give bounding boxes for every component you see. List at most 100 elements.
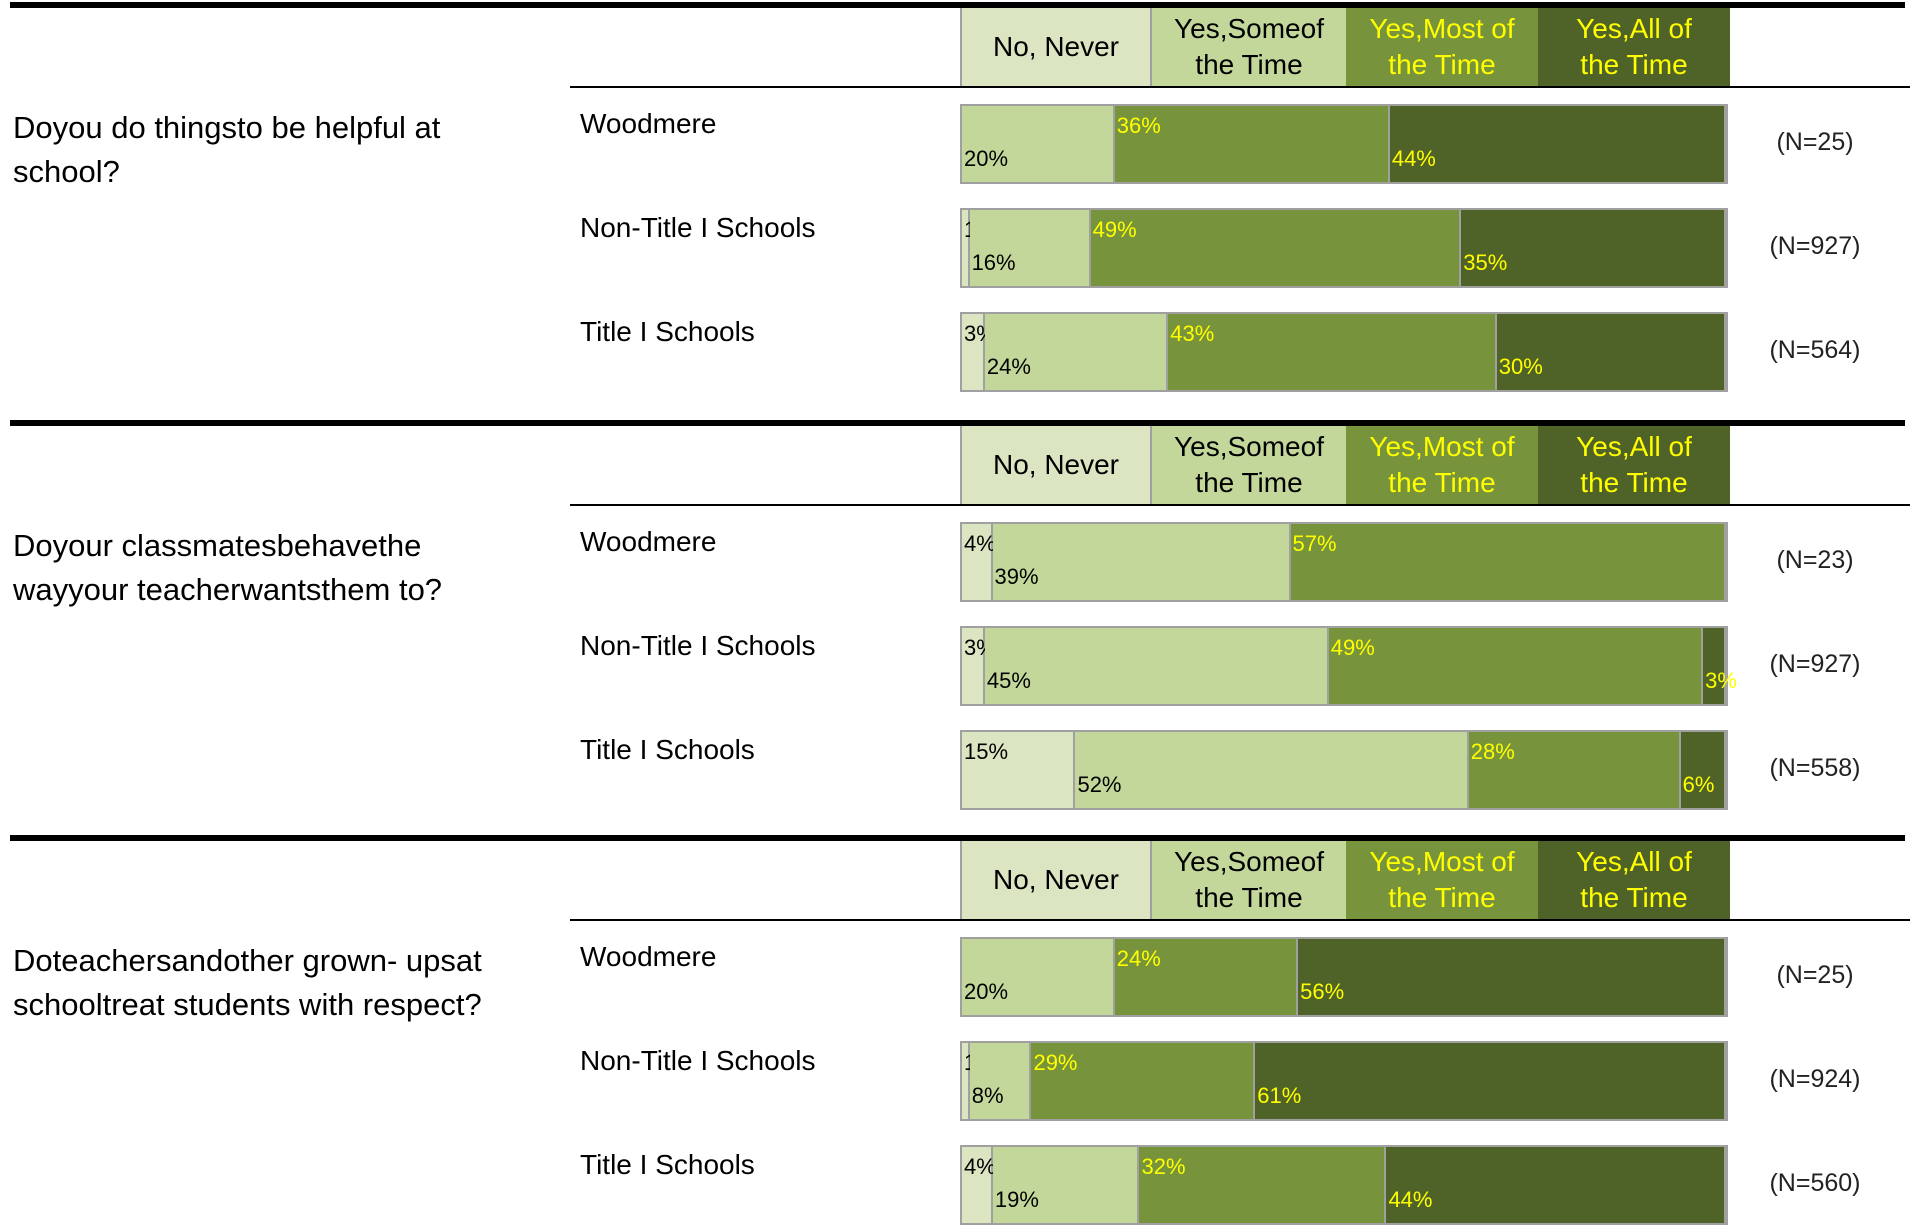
question-text: Doteachersandother grown‐ upsat schooltr… bbox=[13, 943, 482, 1022]
data-label: 49% bbox=[1330, 635, 1375, 660]
legend-cell: Yes,Someof the Time bbox=[1152, 841, 1346, 919]
bar-segment bbox=[1386, 1147, 1726, 1223]
bar-segment bbox=[969, 210, 1091, 286]
bar-segment bbox=[1114, 939, 1299, 1015]
legend-label-line: the Time bbox=[1388, 49, 1496, 80]
data-label: 39% bbox=[994, 564, 1039, 589]
stacked-bar: 3% 45% 49% 3% bbox=[960, 626, 1737, 706]
sample-size-label: (N=25) bbox=[1776, 961, 1854, 989]
legend-cell: Yes,Someof the Time bbox=[1152, 8, 1346, 86]
data-label: 24% bbox=[986, 354, 1031, 379]
legend-label-line: Yes,All of bbox=[1576, 431, 1692, 462]
legend-label-line: Yes,Someof bbox=[1174, 846, 1324, 877]
group-label: Woodmere bbox=[580, 108, 717, 139]
data-label: 36% bbox=[1116, 113, 1161, 138]
bar-segment bbox=[962, 210, 970, 286]
legend-label-line: Yes,Most of bbox=[1369, 846, 1515, 877]
stacked-bar: 1%16%49%35% bbox=[960, 208, 1728, 288]
sample-size-label: (N=25) bbox=[1776, 128, 1854, 156]
legend-label-line: Yes,All of bbox=[1576, 846, 1692, 877]
section-divider bbox=[10, 420, 1905, 426]
data-label: 32% bbox=[1141, 1154, 1186, 1179]
bar-segment bbox=[1114, 106, 1390, 182]
sample-size-label: (N=927) bbox=[1769, 232, 1861, 260]
bar-segment bbox=[962, 732, 1076, 808]
question-text: Doyou do thingsto be helpful at school? bbox=[13, 110, 441, 189]
bar-segment bbox=[992, 1147, 1140, 1223]
stacked-bar: 15% 52% 28% 6% bbox=[960, 730, 1728, 810]
question-text: Doyour classmatesbehavethe wayyour teach… bbox=[13, 528, 443, 607]
legend-label-line: No, Never bbox=[992, 449, 1120, 480]
bar-segment bbox=[1461, 210, 1726, 286]
bar-segment bbox=[1139, 1147, 1387, 1223]
data-label: 6% bbox=[1682, 772, 1715, 797]
group-label: Non‐Title I Schools bbox=[580, 1045, 816, 1076]
data-label: 44% bbox=[1388, 1187, 1433, 1212]
legend-label-line: Yes,Most of bbox=[1369, 431, 1515, 462]
stacked-bar: 20% 36% 44% bbox=[960, 104, 1728, 184]
bar-segment bbox=[984, 314, 1169, 390]
legend-label-line: the Time bbox=[1388, 467, 1496, 498]
bar-segment bbox=[984, 628, 1329, 704]
bar-segment bbox=[1290, 524, 1726, 600]
group-label: Title I Schools bbox=[580, 734, 755, 765]
bar-segment bbox=[1703, 628, 1726, 704]
legend-cell: No, Never bbox=[960, 426, 1152, 504]
data-label: 43% bbox=[1170, 321, 1215, 346]
data-label: 29% bbox=[1033, 1050, 1078, 1075]
legend-cell: No, Never bbox=[960, 841, 1152, 919]
data-label: 35% bbox=[1463, 250, 1508, 275]
bar-segment bbox=[1468, 732, 1681, 808]
sample-size-label: (N=23) bbox=[1776, 546, 1854, 574]
legend-label-line: the Time bbox=[1195, 467, 1303, 498]
legend-cell: Yes,Someof the Time bbox=[1152, 426, 1346, 504]
bar-segment bbox=[1389, 106, 1726, 182]
stacked-bar: 20% 24% 56% bbox=[960, 937, 1728, 1017]
stacked-bar: 3% 24% 43% 30% bbox=[960, 312, 1728, 392]
header-underline bbox=[570, 86, 1910, 88]
bar-segment bbox=[962, 1043, 970, 1119]
bar-segment bbox=[962, 314, 985, 390]
bar-segment bbox=[1680, 732, 1726, 808]
sample-size-label: (N=927) bbox=[1769, 650, 1861, 678]
group-label: Non‐Title I Schools bbox=[580, 212, 816, 243]
bar-segment bbox=[962, 628, 985, 704]
sample-size-label: (N=558) bbox=[1769, 754, 1861, 782]
sample-size-label: (N=564) bbox=[1769, 336, 1861, 364]
bar-segment bbox=[962, 524, 993, 600]
bar-segment bbox=[962, 1147, 993, 1223]
group-label: Woodmere bbox=[580, 941, 717, 972]
bar-segment bbox=[962, 939, 1115, 1015]
bar-segment bbox=[969, 1043, 1032, 1119]
data-label: 19% bbox=[994, 1187, 1039, 1212]
bar-segment bbox=[1496, 314, 1726, 390]
data-label: 16% bbox=[971, 250, 1016, 275]
legend-label-line: the Time bbox=[1580, 882, 1688, 913]
data-label: 44% bbox=[1391, 146, 1436, 171]
legend-cell: Yes,Most of the Time bbox=[1346, 841, 1538, 919]
data-label: 24% bbox=[1116, 946, 1161, 971]
legend-cell: Yes,All of the Time bbox=[1538, 426, 1730, 504]
legend-cell: Yes,All of the Time bbox=[1538, 841, 1730, 919]
header-underline bbox=[570, 919, 1910, 921]
legend-cell: Yes,Most of the Time bbox=[1346, 8, 1538, 86]
bar-segment bbox=[962, 106, 1115, 182]
legend-label-line: the Time bbox=[1388, 882, 1496, 913]
data-label: 20% bbox=[964, 146, 1009, 171]
data-label: 61% bbox=[1257, 1083, 1302, 1108]
data-label: 3% bbox=[1705, 668, 1737, 693]
data-label: 8% bbox=[971, 1083, 1004, 1108]
section-divider bbox=[10, 835, 1905, 841]
bar-segment bbox=[1168, 314, 1497, 390]
stacked-bar: 4% 19% 32% 44% bbox=[960, 1145, 1728, 1225]
stacked-bar: 4% 39% 57% bbox=[960, 522, 1728, 602]
bar-segment bbox=[992, 524, 1291, 600]
section-divider bbox=[10, 2, 1905, 8]
bar-segment bbox=[1298, 939, 1726, 1015]
group-label: Title I Schools bbox=[580, 316, 755, 347]
data-label: 45% bbox=[986, 668, 1031, 693]
legend-label-line: No, Never bbox=[992, 31, 1120, 62]
data-label: 49% bbox=[1092, 217, 1137, 242]
data-label: 15% bbox=[964, 739, 1009, 764]
data-label: 56% bbox=[1300, 979, 1345, 1004]
